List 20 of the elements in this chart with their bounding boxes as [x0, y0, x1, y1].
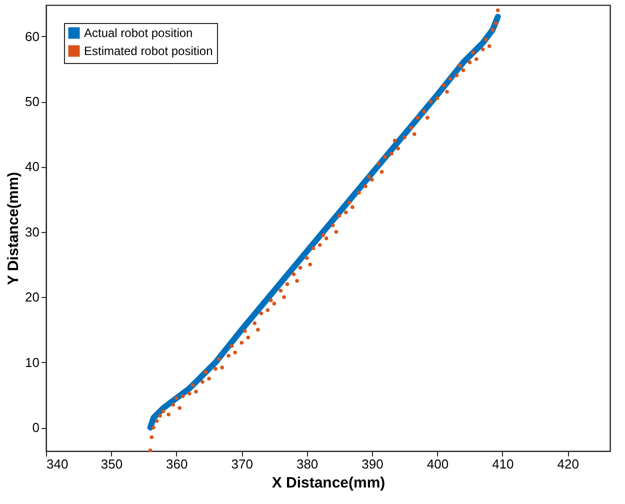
- y-tick-label: 0: [32, 420, 40, 436]
- x-tick-label: 380: [296, 456, 318, 472]
- x-tick-label: 420: [557, 456, 579, 472]
- x-tick-label: 350: [100, 456, 123, 472]
- x-axis-title: X Distance(mm): [272, 474, 386, 492]
- x-tick-label: 390: [362, 456, 384, 472]
- x-tick-label: 340: [46, 456, 68, 472]
- y-tick-label: 40: [25, 159, 40, 174]
- y-tick-label: 30: [25, 224, 40, 240]
- y-tick-label: 20: [25, 290, 40, 305]
- y-tick-label: 10: [25, 354, 40, 370]
- y-axis-title: Y Distance(mm): [5, 172, 22, 286]
- x-tick-label: 370: [231, 456, 253, 472]
- x-tick-label: 410: [492, 456, 514, 472]
- y-tick-label: 50: [25, 94, 40, 110]
- y-tick-label: 60: [25, 28, 40, 44]
- x-tick-label: 400: [426, 456, 449, 472]
- legend-label: Estimated robot position: [84, 44, 213, 58]
- legend-label: Actual robot position: [84, 26, 193, 40]
- x-tick-label: 360: [166, 456, 188, 472]
